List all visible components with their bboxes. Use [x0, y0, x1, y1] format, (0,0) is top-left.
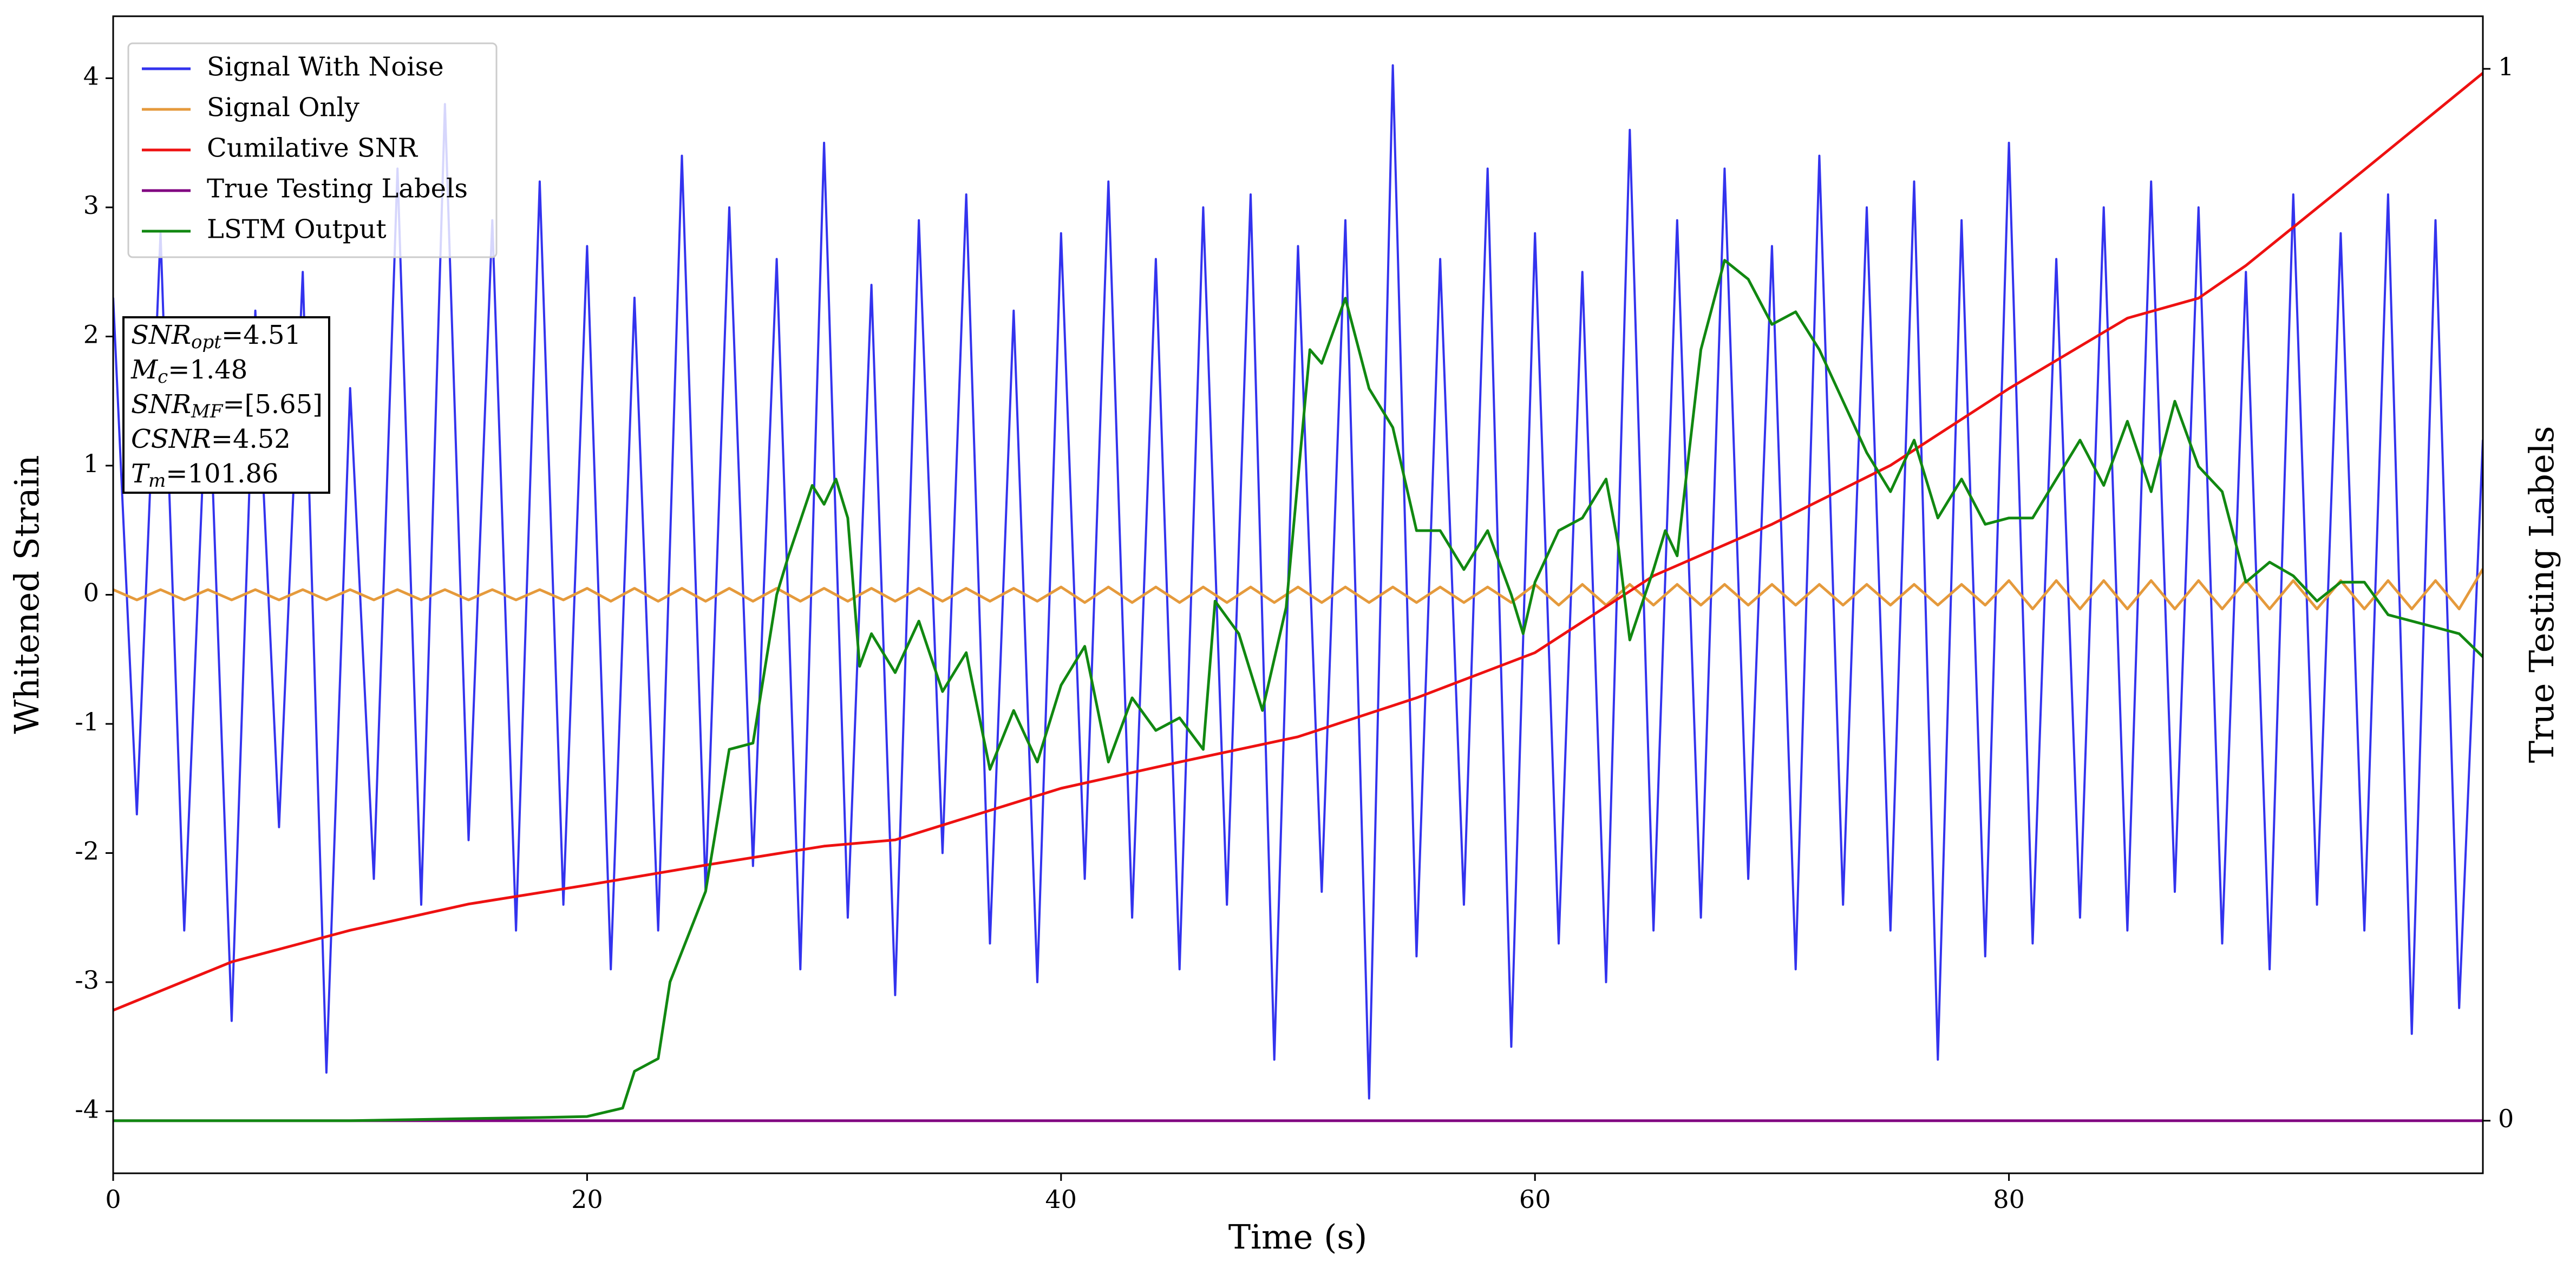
y2-tick-label: 0 — [2498, 1104, 2514, 1133]
x-tick-label: 20 — [571, 1185, 603, 1214]
annotation-subscript: m — [148, 470, 166, 492]
annotation-line: Mc=1.48 — [130, 355, 247, 388]
y2-axis-label: True Testing Labels — [2522, 426, 2561, 763]
annotation-line: SNRMF=[5.65] — [131, 389, 323, 423]
annotation-value: =1.48 — [168, 355, 247, 385]
y2-tick-label: 1 — [2498, 52, 2514, 81]
legend-label: True Testing Labels — [207, 174, 468, 204]
annotation-value: =101.86 — [166, 459, 278, 489]
y-tick-label: 4 — [83, 61, 99, 90]
x-tick-label: 80 — [1993, 1185, 2025, 1214]
annotation-line: SNRopt=4.51 — [131, 320, 301, 354]
y-tick-label: -2 — [75, 837, 99, 866]
annotation-line: CSNR=4.52 — [131, 424, 291, 454]
legend-label: Signal With Noise — [207, 52, 444, 82]
annotation-value: =4.51 — [221, 320, 301, 350]
legend-label: Signal Only — [207, 93, 359, 123]
annotation-value: =4.52 — [211, 424, 291, 454]
y-tick-label: -4 — [75, 1095, 99, 1124]
x-tick-label: 60 — [1519, 1185, 1551, 1214]
annotation-subscript: MF — [191, 401, 224, 422]
annotation-box — [122, 316, 330, 494]
annotation-symbol: CSNR — [131, 424, 211, 454]
annotation-symbol: SNR — [131, 320, 191, 350]
series-line — [113, 259, 2483, 1122]
x-tick-label: 40 — [1045, 1185, 1077, 1214]
x-axis-label: Time (s) — [1228, 1217, 1368, 1257]
annotation-value: =[5.65] — [223, 389, 323, 420]
annotation-subscript: opt — [191, 331, 221, 353]
annotation-symbol: T — [131, 459, 150, 489]
series-line — [113, 64, 2483, 1100]
y-tick-label: -1 — [75, 707, 99, 736]
y-tick-label: 2 — [83, 319, 99, 349]
y-tick-label: 3 — [83, 191, 99, 220]
legend-box — [127, 42, 498, 258]
annotation-symbol: SNR — [131, 389, 191, 420]
series-line — [113, 568, 2483, 611]
y-tick-label: -3 — [75, 965, 99, 995]
annotation-subscript: c — [158, 366, 168, 388]
legend-label: LSTM Output — [207, 214, 387, 245]
y-tick-label: 1 — [83, 449, 99, 478]
y-tick-label: 0 — [83, 578, 99, 607]
y-axis-label: Whitened Strain — [7, 455, 47, 734]
annotation-symbol: M — [130, 355, 159, 385]
x-tick-label: 0 — [105, 1185, 121, 1214]
legend-label: Cumilative SNR — [207, 133, 419, 164]
annotation-line: Tm=101.86 — [131, 459, 278, 492]
series-line — [113, 71, 2483, 1012]
